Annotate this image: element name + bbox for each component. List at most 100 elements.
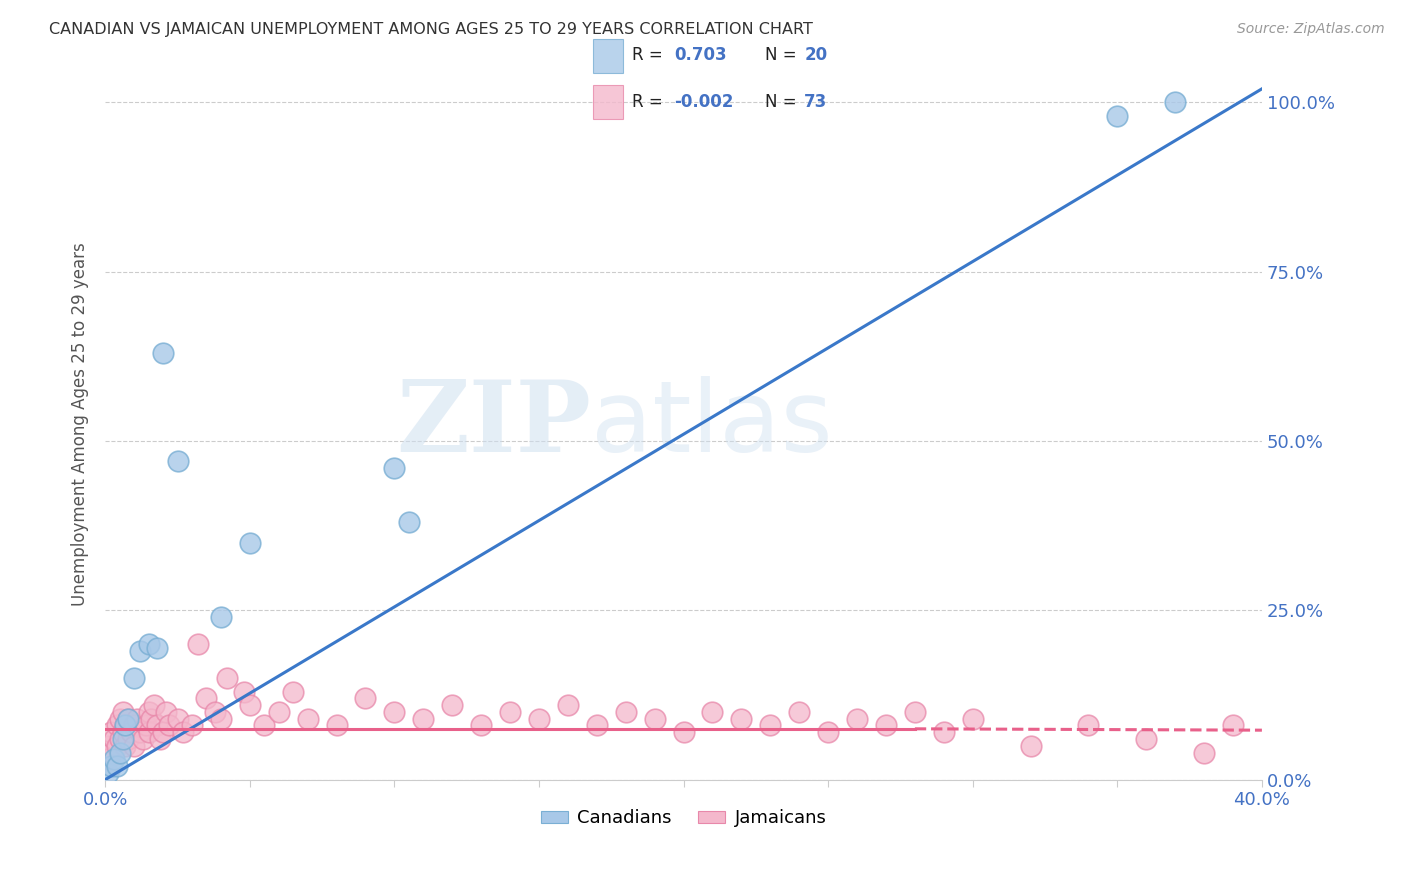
- Point: [149, 731, 172, 746]
- Point: [166, 454, 188, 468]
- Point: [209, 610, 232, 624]
- Point: [108, 731, 131, 746]
- Y-axis label: Unemployment Among Ages 25 to 29 years: Unemployment Among Ages 25 to 29 years: [72, 243, 89, 606]
- Point: [239, 535, 262, 549]
- Text: -0.002: -0.002: [675, 93, 734, 111]
- Text: 0.703: 0.703: [675, 46, 727, 64]
- Point: [117, 731, 139, 746]
- Point: [166, 712, 188, 726]
- Point: [120, 725, 142, 739]
- Point: [152, 725, 174, 739]
- Point: [817, 725, 839, 739]
- Point: [499, 705, 522, 719]
- Point: [157, 718, 180, 732]
- Point: [759, 718, 782, 732]
- Point: [114, 739, 136, 753]
- Point: [398, 515, 420, 529]
- Point: [1077, 718, 1099, 732]
- Point: [111, 731, 134, 746]
- Point: [114, 718, 136, 732]
- Text: 20: 20: [804, 46, 827, 64]
- Point: [297, 712, 319, 726]
- FancyBboxPatch shape: [592, 86, 623, 119]
- Point: [209, 712, 232, 726]
- Point: [125, 712, 148, 726]
- Point: [233, 684, 256, 698]
- Point: [239, 698, 262, 712]
- Point: [100, 746, 122, 760]
- Point: [354, 691, 377, 706]
- Point: [962, 712, 984, 726]
- Point: [904, 705, 927, 719]
- Point: [1135, 731, 1157, 746]
- Point: [132, 731, 155, 746]
- Point: [122, 671, 145, 685]
- Text: atlas: atlas: [591, 376, 832, 473]
- Point: [875, 718, 897, 732]
- Point: [172, 725, 194, 739]
- Text: R =: R =: [631, 93, 662, 111]
- Point: [129, 644, 152, 658]
- Point: [585, 718, 607, 732]
- Point: [146, 640, 169, 655]
- Point: [135, 718, 157, 732]
- Point: [204, 705, 226, 719]
- Text: ZIP: ZIP: [396, 376, 591, 473]
- Text: N =: N =: [765, 46, 796, 64]
- Point: [97, 739, 120, 753]
- Point: [129, 725, 152, 739]
- Point: [1019, 739, 1042, 753]
- Point: [527, 712, 550, 726]
- Point: [441, 698, 464, 712]
- Point: [122, 718, 145, 732]
- Point: [111, 725, 134, 739]
- Point: [97, 752, 120, 766]
- Point: [103, 731, 125, 746]
- Point: [108, 746, 131, 760]
- Point: [412, 712, 434, 726]
- Point: [100, 759, 122, 773]
- Point: [267, 705, 290, 719]
- Legend: Canadians, Jamaicans: Canadians, Jamaicans: [533, 802, 834, 835]
- Point: [1222, 718, 1244, 732]
- Point: [932, 725, 955, 739]
- FancyBboxPatch shape: [592, 39, 623, 73]
- Text: 73: 73: [804, 93, 827, 111]
- Point: [117, 712, 139, 726]
- Point: [672, 725, 695, 739]
- Point: [122, 739, 145, 753]
- Text: CANADIAN VS JAMAICAN UNEMPLOYMENT AMONG AGES 25 TO 29 YEARS CORRELATION CHART: CANADIAN VS JAMAICAN UNEMPLOYMENT AMONG …: [49, 22, 813, 37]
- Point: [1107, 109, 1129, 123]
- Point: [111, 705, 134, 719]
- Point: [325, 718, 347, 732]
- Point: [1164, 95, 1187, 110]
- Point: [97, 765, 120, 780]
- Point: [384, 461, 406, 475]
- Point: [114, 718, 136, 732]
- Point: [105, 759, 128, 773]
- Point: [787, 705, 810, 719]
- Point: [614, 705, 637, 719]
- Point: [141, 712, 163, 726]
- Point: [215, 671, 238, 685]
- Text: R =: R =: [631, 46, 662, 64]
- Point: [138, 705, 160, 719]
- Point: [143, 698, 166, 712]
- Point: [146, 718, 169, 732]
- Text: N =: N =: [765, 93, 796, 111]
- Point: [730, 712, 752, 726]
- Point: [105, 739, 128, 753]
- Text: Source: ZipAtlas.com: Source: ZipAtlas.com: [1237, 22, 1385, 37]
- Point: [253, 718, 276, 732]
- Point: [187, 637, 209, 651]
- Point: [181, 718, 204, 732]
- Point: [283, 684, 305, 698]
- Point: [100, 725, 122, 739]
- Point: [155, 705, 177, 719]
- Point: [152, 346, 174, 360]
- Point: [138, 725, 160, 739]
- Point: [103, 752, 125, 766]
- Point: [1192, 746, 1215, 760]
- Point: [384, 705, 406, 719]
- Point: [105, 718, 128, 732]
